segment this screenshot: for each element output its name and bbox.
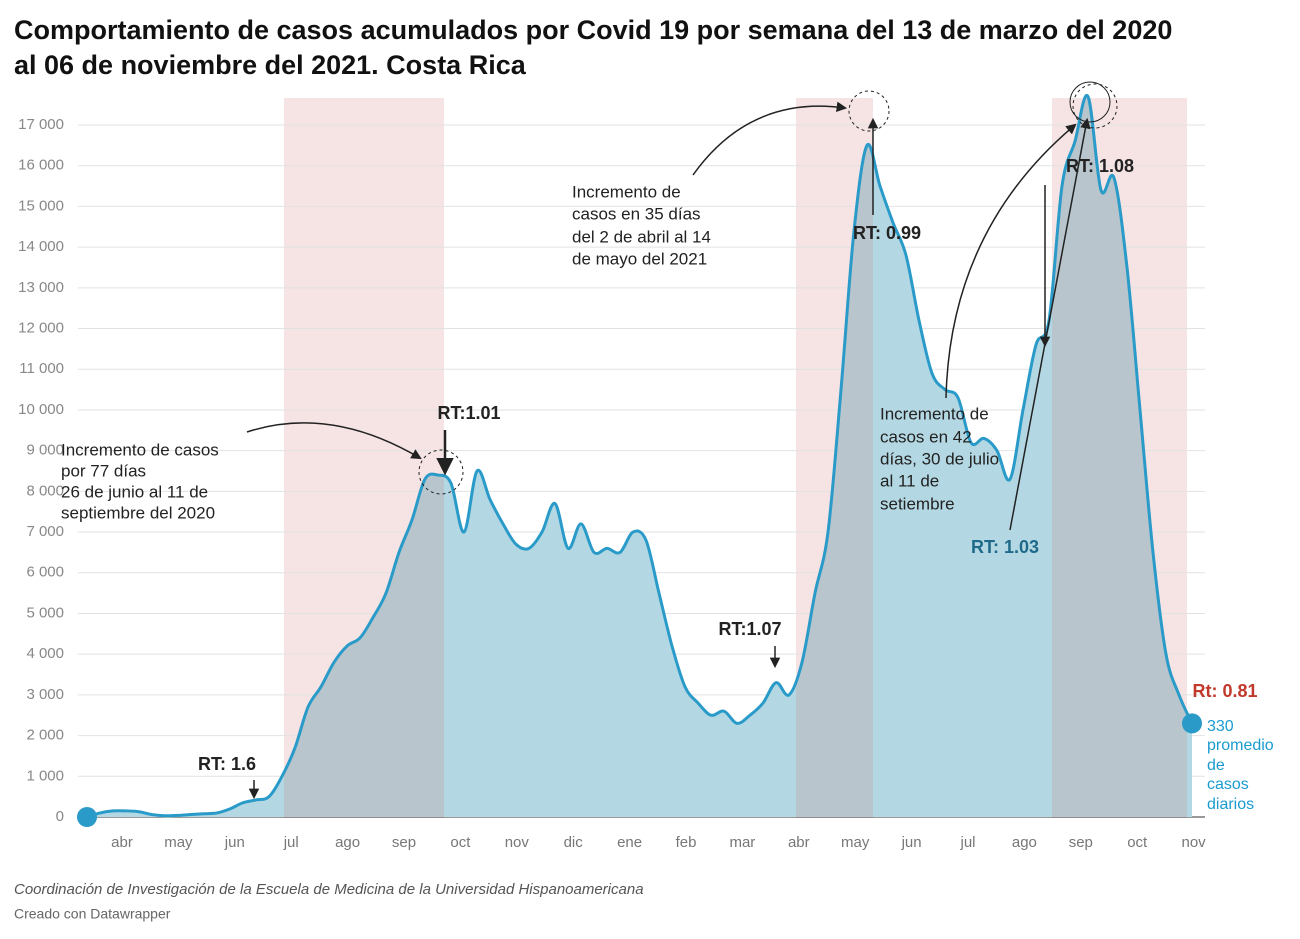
x-tick-label: may [164, 834, 193, 851]
x-tick-label: dic [564, 834, 584, 851]
y-tick-label: 0 [56, 808, 64, 825]
note-line: 26 de junio al 11 de [61, 482, 208, 501]
line [86, 93, 1194, 819]
credit: Creado con Datawrapper [14, 906, 171, 922]
x-tick-label: jun [224, 834, 245, 851]
annotation: RT: 1.03 [971, 537, 1039, 557]
y-tick-label: 3 000 [26, 686, 64, 703]
chart-title: Comportamiento de casos acumulados por C… [14, 15, 1172, 45]
x-tick-label: ago [1012, 834, 1037, 851]
y-tick-label: 9 000 [26, 442, 64, 459]
y-tick-label: 5 000 [26, 604, 64, 621]
y-tick-label: 6 000 [26, 564, 64, 581]
note-line: Incremento de [572, 182, 681, 201]
annotations: RT: 1.6 RT:1.01 RT:1.07 RT: 0.99 RT: 1.0… [61, 81, 1274, 813]
end-label-line: 330 [1207, 718, 1234, 735]
annotation: RT:1.07 [718, 619, 781, 639]
note-line: del 2 de abril al 14 [572, 227, 711, 246]
note-line: al 11 de [880, 471, 939, 490]
y-tick-label: 1 000 [26, 767, 64, 784]
x-tick-label: sep [1069, 834, 1093, 851]
highlight-circle [418, 449, 464, 495]
y-tick-label: 13 000 [18, 279, 64, 296]
y-tick-label: 17 000 [18, 116, 64, 133]
chart-title: al 06 de noviembre del 2021. Costa Rica [14, 50, 527, 80]
arrow [692, 101, 848, 176]
arrow [1009, 117, 1091, 531]
annotation: RT: 0.99 [853, 223, 921, 243]
highlight-circle [1072, 83, 1118, 129]
x-tick-label: feb [676, 834, 697, 851]
y-tick-label: 14 000 [18, 238, 64, 255]
note-line: por 77 días [61, 461, 146, 480]
x-tick-label: jul [959, 834, 975, 851]
x-tick-label: may [841, 834, 870, 851]
annotation: RT:1.01 [437, 403, 500, 423]
annotation: RT: 1.08 [1066, 156, 1134, 176]
end-label-line: casos [1207, 776, 1249, 793]
end-label: 330 promedio de casos diarios [1207, 718, 1274, 813]
y-tick-label: 16 000 [18, 157, 64, 174]
note-line: casos en 42 [880, 427, 972, 446]
note-line: Incremento de casos [61, 440, 219, 459]
note-line: Incremento de [880, 404, 989, 423]
note: Incremento de casos por 77 días 26 de ju… [61, 182, 999, 522]
end-label-line: de [1207, 757, 1225, 774]
note-line: de mayo del 2021 [572, 249, 707, 268]
y-tick-label: 8 000 [26, 482, 64, 499]
x-tick-label: sep [392, 834, 416, 851]
note-line: casos en 35 días [572, 204, 701, 223]
y-tick-label: 2 000 [26, 727, 64, 744]
arrow [945, 123, 1077, 399]
y-tick-label: 4 000 [26, 645, 64, 662]
annotation: Rt: 0.81 [1192, 681, 1257, 701]
y-tick-label: 15 000 [18, 197, 64, 214]
x-tick-label: oct [1127, 834, 1148, 851]
y-tick-label: 11 000 [19, 360, 64, 377]
highlight-circle [848, 90, 890, 132]
note-line: días, 30 de julio [880, 449, 999, 468]
annotation: RT: 1.6 [198, 754, 256, 774]
x-tick-label: nov [505, 834, 530, 851]
x-tick-label: jul [283, 834, 299, 851]
x-tick-label: nov [1182, 834, 1207, 851]
x-tick-label: jun [901, 834, 922, 851]
x-tick-label: ene [617, 834, 642, 851]
end-dot [1182, 713, 1202, 734]
plot [77, 93, 1202, 827]
y-tick-label: 10 000 [18, 401, 64, 418]
y-tick-label: 7 000 [26, 523, 64, 540]
x-tick-label: mar [729, 834, 755, 851]
note-line: septiembre del 2020 [61, 503, 215, 522]
y-tick-label: 12 000 [18, 319, 64, 336]
x-tick-label: oct [450, 834, 471, 851]
arrow [246, 422, 422, 460]
x-tick-label: abr [788, 834, 810, 851]
x-tick-label: abr [111, 834, 133, 851]
end-label-line: diarios [1207, 796, 1254, 813]
end-label-line: promedio [1207, 737, 1274, 754]
x-tick-label: ago [335, 834, 360, 851]
source: Coordinación de Investigación de la Escu… [14, 881, 644, 898]
start-dot [77, 807, 97, 827]
note-line: setiembre [880, 494, 955, 513]
